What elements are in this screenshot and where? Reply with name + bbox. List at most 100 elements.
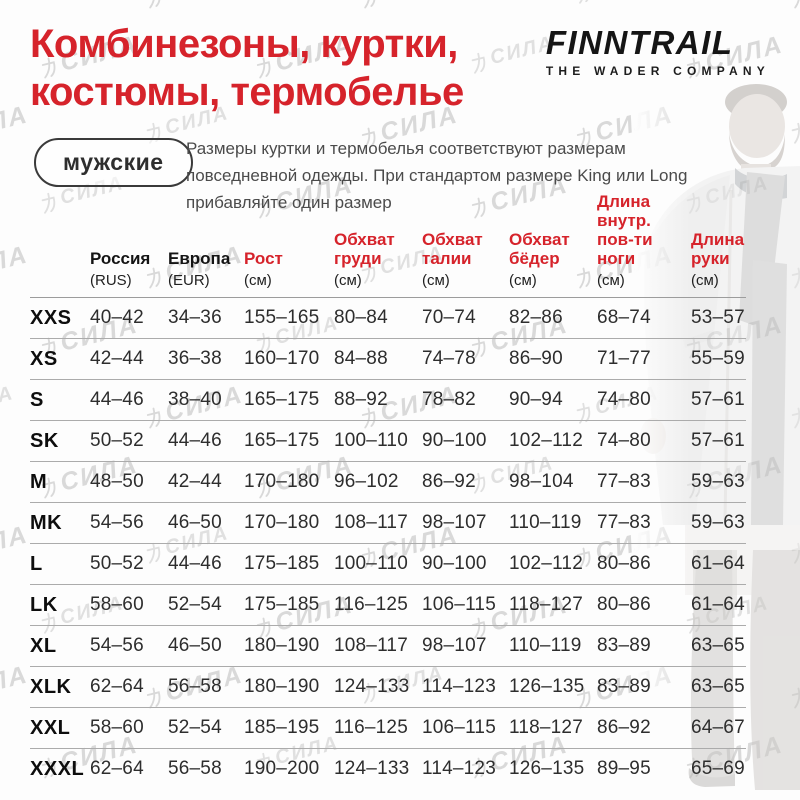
size-value: 36–38 [168, 348, 222, 370]
size-value: 110–119 [509, 512, 582, 534]
size-value: 170–180 [244, 471, 320, 493]
table-row: M 48–50 42–44 170–180 96–102 86–92 98–104 77–83… [30, 462, 746, 504]
table-row: LK 58–60 52–54 175–185 116–125 106–115 118–127… [30, 585, 746, 627]
column-unit: (см) [422, 272, 450, 290]
column-unit: (RUS) [90, 272, 132, 290]
table-row: XS 42–44 36–38 160–170 84–88 74–78 86–90 71–77 5… [30, 339, 746, 381]
size-value: 63–65 [691, 676, 745, 698]
size-value: 84–88 [334, 348, 388, 370]
column-unit: (см) [509, 272, 537, 290]
column-title: Длина руки [691, 230, 745, 269]
size-value: 175–185 [244, 594, 320, 616]
table-row: SK 50–52 44–46 165–175 100–110 90–100 102–112 7… [30, 421, 746, 463]
column-unit: (см) [334, 272, 362, 290]
size-value: 118–127 [509, 594, 583, 616]
size-label: XXS [30, 306, 72, 329]
column-unit: (см) [691, 272, 719, 290]
table-row: XXL 58–60 52–54 185–195 116–125 106–115 118–12… [30, 708, 746, 750]
size-value: 126–135 [509, 676, 585, 698]
size-value: 180–190 [244, 635, 320, 657]
brand-name: FINNTRAIL [545, 24, 734, 61]
size-label: LK [30, 593, 58, 616]
size-value: 108–117 [334, 512, 408, 534]
size-value: 59–63 [691, 471, 745, 493]
size-value: 54–56 [90, 512, 144, 534]
size-value: 124–133 [334, 676, 410, 698]
size-value: 160–170 [244, 348, 320, 370]
size-value: 114–123 [422, 758, 496, 780]
size-value: 58–60 [90, 717, 144, 739]
size-value: 58–60 [90, 594, 144, 616]
column-title: Обхват талии [422, 230, 483, 269]
column-unit: (см) [597, 272, 625, 290]
size-value: 70–74 [422, 307, 476, 329]
size-value: 124–133 [334, 758, 410, 780]
sizing-note: Размеры куртки и термобелья соответствую… [186, 139, 688, 212]
size-value: 80–86 [597, 594, 651, 616]
size-value: 62–64 [90, 758, 144, 780]
size-value: 155–165 [244, 307, 320, 329]
column-title: Россия [90, 249, 151, 269]
size-value: 83–89 [597, 676, 651, 698]
size-value: 52–54 [168, 594, 222, 616]
size-value: 80–84 [334, 307, 388, 329]
size-value: 90–100 [422, 430, 487, 452]
size-value: 61–64 [691, 594, 745, 616]
size-label: XS [30, 347, 58, 370]
size-value: 57–61 [691, 389, 745, 411]
column-title: Обхват бёдер [509, 230, 570, 269]
size-value: 57–61 [691, 430, 745, 452]
size-value: 190–200 [244, 758, 320, 780]
table-row: MK 54–56 46–50 170–180 108–117 98–107 110–119 7… [30, 503, 746, 545]
table-row: L 50–52 44–46 175–185 100–110 90–100 102–112 80… [30, 544, 746, 586]
brand-tagline: THE WADER COMPANY [545, 64, 770, 78]
size-value: 44–46 [168, 553, 222, 575]
column-unit: (EUR) [168, 272, 210, 290]
size-value: 116–125 [334, 717, 408, 739]
size-value: 53–57 [691, 307, 745, 329]
size-value: 44–46 [90, 389, 144, 411]
column-unit: (см) [244, 272, 272, 290]
size-value: 114–123 [422, 676, 496, 698]
brand-logo: FINNTRAIL THE WADER COMPANY [546, 26, 770, 78]
size-value: 106–115 [422, 717, 496, 739]
size-value: 74–80 [597, 430, 651, 452]
size-value: 48–50 [90, 471, 144, 493]
size-label: XL [30, 634, 57, 657]
size-value: 180–190 [244, 676, 320, 698]
size-value: 86–90 [509, 348, 563, 370]
size-value: 59–63 [691, 512, 745, 534]
size-value: 64–67 [691, 717, 745, 739]
size-value: 83–89 [597, 635, 651, 657]
size-value: 38–40 [168, 389, 222, 411]
size-value: 116–125 [334, 594, 408, 616]
size-label: XLK [30, 675, 72, 698]
size-label: L [30, 552, 43, 575]
size-value: 106–115 [422, 594, 496, 616]
size-value: 86–92 [597, 717, 651, 739]
column-title: Длина внутр. пов-ти ноги [597, 192, 653, 269]
size-label: M [30, 470, 48, 493]
size-value: 102–112 [509, 553, 583, 575]
size-value: 68–74 [597, 307, 651, 329]
size-value: 77–83 [597, 471, 651, 493]
table-row: XXXL 62–64 56–58 190–200 124–133 114–123 126–1… [30, 749, 746, 789]
size-value: 80–86 [597, 553, 651, 575]
column-title: Европа [168, 249, 231, 269]
size-value: 77–83 [597, 512, 651, 534]
size-value: 98–107 [422, 512, 487, 534]
table-row: XXS 40–42 34–36 155–165 80–84 70–74 82–86 68–74… [30, 298, 746, 340]
table-row: XL 54–56 46–50 180–190 108–117 98–107 110–119 8… [30, 626, 746, 668]
size-value: 42–44 [90, 348, 144, 370]
size-value: 126–135 [509, 758, 585, 780]
column-title: Обхват груди [334, 230, 395, 269]
size-value: 65–69 [691, 758, 745, 780]
size-value: 46–50 [168, 635, 222, 657]
table-header: Россия (RUS) Европа (EUR) Рост (см) Обхват груд… [30, 192, 746, 299]
size-value: 44–46 [168, 430, 222, 452]
table-row: S 44–46 38–40 165–175 88–92 78–82 90–94 74–80 57… [30, 380, 746, 422]
size-value: 74–80 [597, 389, 651, 411]
size-value: 175–185 [244, 553, 320, 575]
size-value: 88–92 [334, 389, 388, 411]
